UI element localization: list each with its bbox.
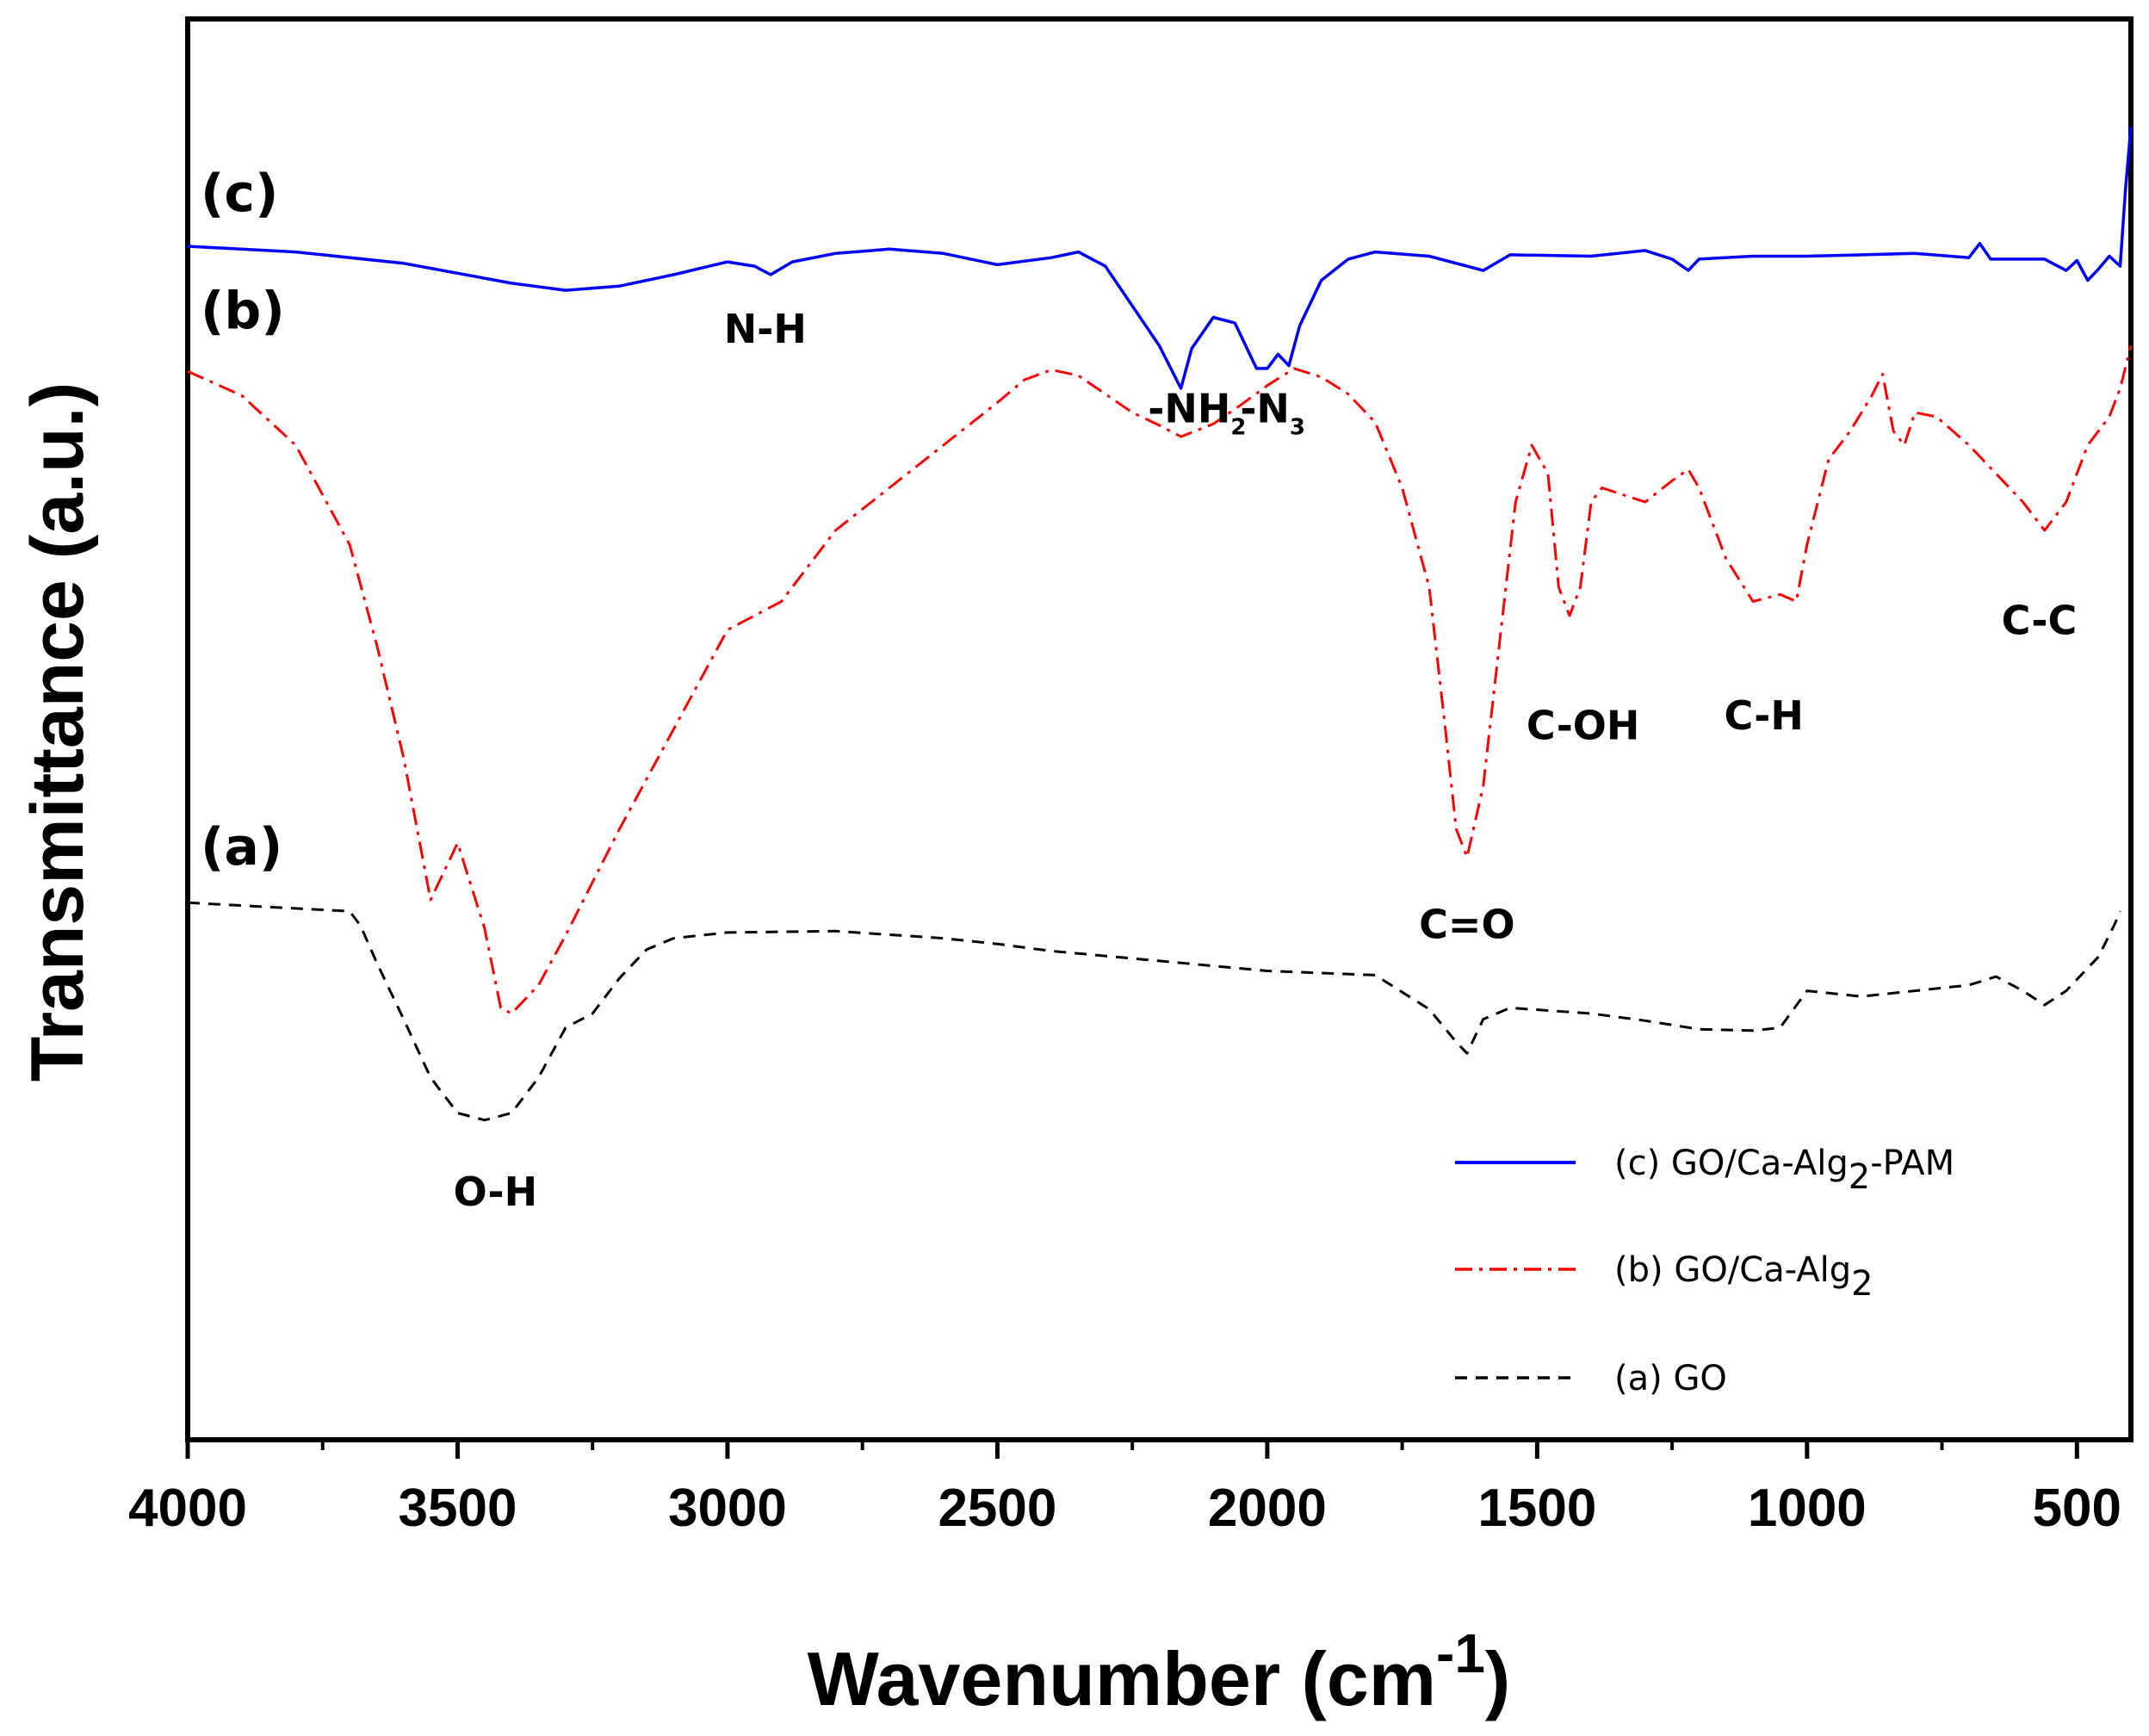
x-tick-label: 1000 bbox=[1748, 1479, 1867, 1538]
curve-tags: (c) (b) (a) bbox=[201, 164, 285, 877]
x-axis-label: Wavenumber (cm-1) bbox=[808, 1622, 1510, 1721]
curve-tag-b: (b) bbox=[201, 282, 285, 342]
legend-label-suffix: -PAM bbox=[1870, 1144, 1954, 1183]
plot-frame bbox=[185, 16, 2134, 1442]
legend-label-name: (a) GO bbox=[1614, 1359, 1727, 1398]
x-axis-label-close: ) bbox=[1485, 1636, 1510, 1721]
series-line-a bbox=[187, 901, 2121, 1122]
peak-label-subscript: 2 bbox=[1230, 415, 1246, 441]
peak-label-text: -NH bbox=[1148, 386, 1230, 432]
peak-label: -NH2 bbox=[1148, 386, 1246, 441]
series-line-b bbox=[187, 345, 2133, 1015]
peak-label: O-H bbox=[454, 1169, 538, 1215]
legend-label-subscript: 2 bbox=[1851, 1264, 1873, 1304]
x-tick-label: 1500 bbox=[1477, 1479, 1596, 1538]
peak-label-text: O-H bbox=[454, 1169, 538, 1215]
peak-label: N-H bbox=[724, 306, 807, 352]
legend-label-a: (a) GO bbox=[1614, 1359, 1727, 1398]
plot-border bbox=[185, 16, 2134, 1442]
peak-label-text: -N bbox=[1240, 386, 1290, 432]
x-tick-label: 2500 bbox=[938, 1479, 1056, 1538]
x-axis-label-main: Wavenumber (cm bbox=[808, 1636, 1436, 1721]
series-line-c bbox=[187, 127, 2133, 390]
peak-annotations: O-HN-H-NH2-N3C=OC-OH C-HC-C bbox=[454, 306, 2078, 1215]
peak-label: -N3 bbox=[1240, 386, 1305, 441]
x-tick-label: 500 bbox=[2033, 1479, 2121, 1538]
peak-label-text: N-H bbox=[724, 306, 807, 352]
peak-label-text: C-H bbox=[1724, 692, 1803, 739]
peak-label-text: C=O bbox=[1419, 902, 1514, 948]
legend-label-subscript: 2 bbox=[1849, 1157, 1870, 1197]
x-tick-label: 4000 bbox=[128, 1479, 247, 1538]
x-tick-label: 3000 bbox=[668, 1479, 787, 1538]
x-tick-label: 2000 bbox=[1208, 1479, 1327, 1538]
legend: (c) GO/Ca-Alg2-PAM(b) GO/Ca-Alg2(a) GO bbox=[1455, 1144, 1954, 1398]
y-axis-label: Transmittance (a.u.) bbox=[16, 382, 99, 1082]
legend-label-c: (c) GO/Ca-Alg2-PAM bbox=[1614, 1144, 1954, 1197]
curve-tag-c: (c) bbox=[201, 164, 278, 224]
peak-label-subscript: 3 bbox=[1290, 415, 1305, 441]
x-axis-label-sup: -1 bbox=[1436, 1622, 1485, 1684]
x-ticks: 4000 3500 3000 2500 2000 1500 1000 500 bbox=[128, 1440, 2121, 1538]
peak-label: C-C bbox=[2002, 597, 2078, 643]
legend-label-b: (b) GO/Ca-Alg2 bbox=[1614, 1250, 1873, 1304]
x-tick-label: 3500 bbox=[399, 1479, 517, 1538]
peak-label: C-H bbox=[1724, 692, 1803, 739]
series-layer bbox=[187, 127, 2133, 1122]
legend-label-name: (c) GO/Ca-Alg bbox=[1614, 1144, 1849, 1183]
peak-label: C=O bbox=[1419, 902, 1514, 948]
peak-label-text: C-C bbox=[2002, 597, 2078, 643]
legend-label-name: (b) GO/Ca-Alg bbox=[1614, 1250, 1851, 1290]
peak-label: C-OH bbox=[1527, 703, 1640, 749]
curve-tag-a: (a) bbox=[201, 817, 282, 877]
peak-label-text: C-OH bbox=[1527, 703, 1640, 749]
